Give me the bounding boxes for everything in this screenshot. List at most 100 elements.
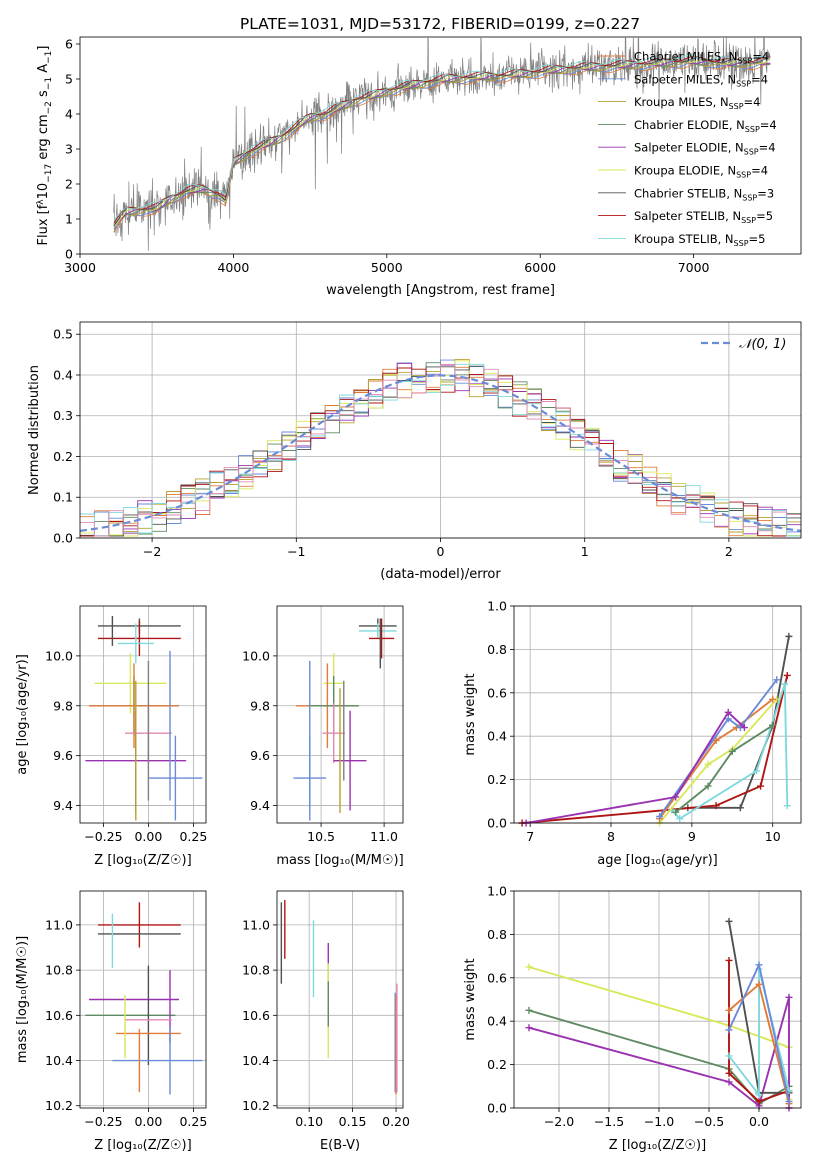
errorbar-point xyxy=(94,653,167,714)
model-line xyxy=(113,55,771,224)
y-tick-label: 0.1 xyxy=(53,490,73,505)
y-tick-label: 0.8 xyxy=(487,927,507,942)
x-tick-label: −0.5 xyxy=(694,1114,724,1129)
mass_vs_EBV-xlabel: E(B-V) xyxy=(320,1138,360,1153)
legend-n: =4 xyxy=(744,95,761,109)
ylabel-part: ] xyxy=(36,46,51,51)
weight_vs_age-xlabel: age [log₁₀(age/yr)] xyxy=(597,853,718,868)
y-tick-label: 1.0 xyxy=(487,884,507,899)
weight-marker xyxy=(755,1097,763,1105)
x-tick-label: 8 xyxy=(607,829,615,844)
mass_vs_Z-panel: −0.25 0.00 0.25 10.2 10.4 10.6 10.8 11.0 Z [log₁… xyxy=(15,890,207,1153)
x-tick-label: −1.5 xyxy=(594,1114,624,1129)
legend-sub: SSP xyxy=(745,125,760,134)
weight-marker xyxy=(773,676,781,684)
y-tick-label: 10.0 xyxy=(242,648,270,663)
weight-marker xyxy=(724,708,732,716)
x-tick-label: 6000 xyxy=(524,260,556,275)
residuals-panel: −2 −1 0 1 2 0.0 0.1 0.2 0.3 0.4 0.5 (data-model)/er… xyxy=(27,321,802,582)
y-tick-label: 6 xyxy=(65,37,73,52)
x-tick-label: 0.0 xyxy=(749,1114,769,1129)
x-tick-label: 2 xyxy=(725,544,733,559)
weight-marker xyxy=(783,671,791,679)
weight-series-line xyxy=(525,710,746,824)
y-tick-label: 3 xyxy=(65,142,73,157)
x-tick-label: −1.0 xyxy=(644,1114,674,1129)
weight-marker xyxy=(740,724,748,732)
ylabel-part: −1 xyxy=(44,51,54,64)
weight-marker xyxy=(736,804,744,812)
weight_vs_age-panel: 7 8 9 10 0.0 0.2 0.4 0.6 0.8 1.0 age [log₁₀(age/yr… xyxy=(463,599,802,868)
y-tick-label: 1 xyxy=(65,212,73,227)
weight_vs_age-grid xyxy=(514,605,801,824)
y-tick-label: 10.8 xyxy=(242,963,270,978)
errorbar-point xyxy=(117,623,154,664)
histogram-step xyxy=(80,364,801,537)
y-tick-label: 10.4 xyxy=(45,1053,73,1068)
weight-marker xyxy=(725,1078,733,1086)
weight-marker xyxy=(728,747,736,755)
errorbar-point xyxy=(98,902,181,948)
spectrum-xlabel: wavelength [Angstrom, rest frame] xyxy=(326,283,555,298)
x-tick-label: −0.25 xyxy=(84,829,122,844)
y-tick-label: 11.0 xyxy=(45,917,73,932)
y-tick-label: 10.2 xyxy=(45,1098,73,1113)
x-tick-label: 11.0 xyxy=(370,829,398,844)
legend-n: =3 xyxy=(757,186,774,200)
ylabel-part: s xyxy=(36,90,51,101)
y-tick-label: 1.0 xyxy=(487,599,507,614)
spectrum-ylabel: Flux [fλ10−17 erg cm−2 s−1 A−1] xyxy=(36,46,54,246)
mass_vs_EBV-grid xyxy=(277,891,403,1108)
weight_vs_Z-grid xyxy=(514,890,801,1109)
age_vs_Z-ylabel: age [log₁₀(age/yr)] xyxy=(15,654,30,775)
y-tick-label: 2 xyxy=(65,177,73,192)
panels: 3000 4000 5000 6000 7000 0 1 2 3 4 5 6 wavelength [A… xyxy=(15,36,802,1153)
weight-marker xyxy=(725,1006,733,1014)
y-tick-label: 10.2 xyxy=(242,1098,270,1113)
weight-marker xyxy=(785,632,793,640)
weight-marker xyxy=(704,782,712,790)
mass_vs_EBV-frame xyxy=(276,890,404,1109)
y-tick-label: 9.6 xyxy=(250,748,270,763)
residuals-ylabel: Normed distribution xyxy=(27,365,42,495)
legend-n: =4 xyxy=(751,164,768,178)
legend-n: =4 xyxy=(751,72,768,86)
y-tick-label: 0.4 xyxy=(487,1014,507,1029)
errorbar-point xyxy=(333,710,367,811)
legend-label: Chabrier MILES, NSSP=4 xyxy=(634,50,769,66)
weight-marker xyxy=(785,993,793,1001)
age_vs_mass-xlabel: mass [log₁₀(M/M☉)] xyxy=(276,853,403,868)
weight-marker xyxy=(725,1069,733,1077)
age_vs_mass-panel: 10.5 11.0 9.4 9.6 9.8 10.0 mass [log₁₀(M/M☉)] xyxy=(242,605,404,868)
weight-marker xyxy=(712,802,720,810)
weight-marker xyxy=(724,715,732,723)
legend-label: Salpeter STELIB, NSSP=5 xyxy=(634,209,773,225)
x-tick-label: 0 xyxy=(437,544,445,559)
errorbar-point xyxy=(89,663,179,749)
y-tick-label: 0.4 xyxy=(487,729,507,744)
legend-label: Kroupa ELODIE, NSSP=4 xyxy=(634,164,768,180)
age_vs_Z-frame xyxy=(79,605,207,824)
gaussian-curve xyxy=(79,374,802,532)
legend-label: 𝒩(0, 1) xyxy=(739,337,786,352)
errorbar-point xyxy=(358,623,397,639)
x-tick-label: 0.25 xyxy=(179,1114,207,1129)
x-tick-label: 0.15 xyxy=(339,1114,367,1129)
weight-marker xyxy=(525,1024,533,1032)
age_vs_Z-panel: −0.25 0.00 0.25 9.4 9.6 9.8 10.0 Z [log₁₀(Z/Z☉)… xyxy=(15,605,207,868)
spectrum-frame xyxy=(79,36,802,255)
weight-marker xyxy=(672,793,680,801)
weight_vs_Z-panel: −2.0 −1.5 −1.0 −0.5 0.0 0.0 0.2 0.4 0.6 0.8 1.0 Z [… xyxy=(463,884,802,1153)
y-tick-label: 0.2 xyxy=(487,772,507,787)
weight-marker xyxy=(656,812,664,820)
x-tick-label: 0.25 xyxy=(179,829,207,844)
y-tick-label: 0.3 xyxy=(53,408,73,423)
y-tick-label: 0.5 xyxy=(53,327,73,342)
x-tick-label: 0.00 xyxy=(134,1114,162,1129)
y-tick-label: 0.0 xyxy=(53,531,73,546)
weight-series-line xyxy=(728,960,790,1103)
weight-marker xyxy=(525,963,533,971)
errorbar-point xyxy=(368,618,395,659)
x-tick-label: 0.00 xyxy=(134,829,162,844)
